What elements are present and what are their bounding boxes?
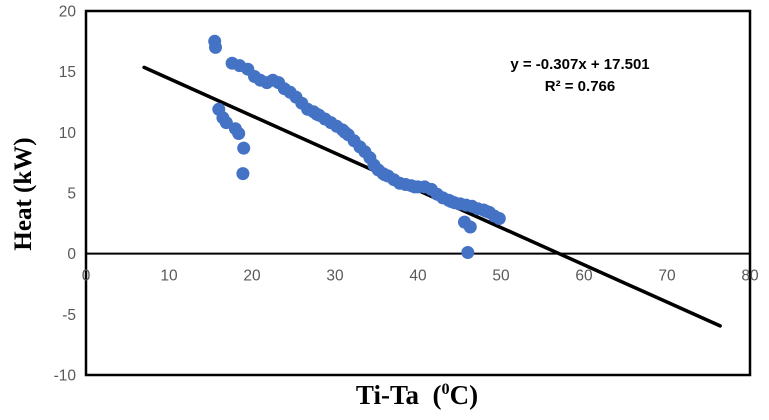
scatter-point [479, 204, 493, 218]
y-tick-label: 10 [59, 125, 77, 142]
scatter-point [492, 212, 506, 225]
x-axis-title-post: C) [449, 380, 479, 410]
scatter-point [463, 220, 477, 234]
x-axis-tick-labels: 0 10 20 30 40 50 60 70 80 [82, 268, 759, 285]
x-axis-title-superscript: 0 [441, 380, 450, 398]
y-axis-tick-labels: -10 -5 0 5 10 15 20 [54, 4, 77, 385]
x-tick-label: 60 [575, 268, 593, 285]
scatter-point [237, 141, 251, 155]
x-axis-title-pre: Ti-Ta ( [355, 380, 442, 410]
scatter-point [310, 107, 324, 121]
y-axis-title: Heat (kW) [10, 137, 37, 251]
scatter-point [408, 180, 422, 194]
trendline-annotation: y = -0.307x + 17.501 R² = 0.766 [510, 54, 649, 98]
y-tick-label: 20 [59, 4, 77, 21]
scatter-series [208, 34, 506, 259]
scatter-point [444, 195, 458, 208]
y-tick-label: 15 [59, 64, 76, 81]
y-tick-label: 0 [67, 246, 76, 263]
scatter-point [236, 167, 250, 181]
scatter-point [219, 116, 233, 130]
scatter-point [461, 246, 475, 259]
x-tick-label: 20 [243, 268, 261, 285]
x-tick-label: 70 [658, 268, 676, 285]
x-tick-label: 40 [409, 268, 427, 285]
y-tick-label: -5 [62, 307, 76, 324]
y-tick-label: 5 [67, 186, 76, 203]
scatter-point [378, 168, 392, 182]
plot-area-border [84, 9, 752, 377]
trendline-equation: y = -0.307x + 17.501 [510, 56, 650, 73]
scatter-point [209, 40, 222, 54]
scatter-point [338, 125, 352, 139]
x-tick-label: 10 [160, 268, 178, 285]
x-tick-label: 0 [82, 268, 91, 285]
r-squared-value: R² = 0.766 [544, 77, 616, 95]
x-tick-label: 80 [741, 268, 759, 285]
x-tick-label: 30 [326, 268, 344, 285]
x-axis-title: Ti-Ta (0C) [356, 380, 478, 411]
y-tick-label: -10 [54, 368, 77, 385]
x-tick-label: 50 [492, 268, 510, 285]
scatter-point [232, 127, 246, 140]
